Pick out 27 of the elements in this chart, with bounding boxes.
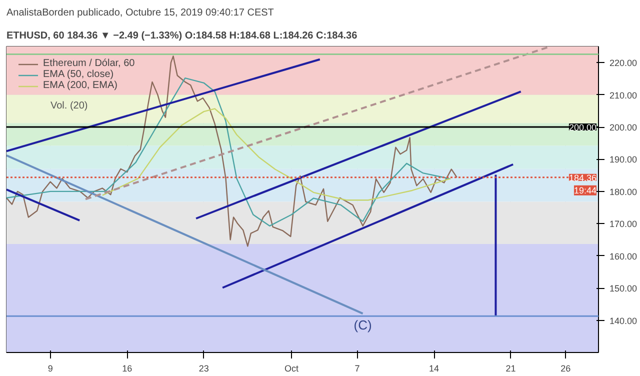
y-tick-label: 150.00: [610, 284, 638, 294]
y-tick-label: 180.00: [610, 186, 638, 197]
ref-line-label: 200.00: [568, 122, 597, 133]
annotation: (C): [354, 318, 372, 333]
annotation: 19:44: [574, 185, 597, 196]
x-tick-label: 21: [506, 364, 516, 374]
x-tick-label: 23: [198, 364, 209, 374]
y-tick-label: 190.00: [610, 154, 638, 165]
x-tick-label: 7: [354, 364, 360, 374]
legend-label: EMA (50, close): [43, 69, 114, 80]
annotation: Vol. (20): [50, 100, 88, 112]
x-tick-label: 26: [560, 364, 571, 374]
x-tick-label: 9: [48, 364, 53, 374]
ref-line-label: 184.36: [568, 172, 597, 183]
y-tick-label: 170.00: [610, 219, 638, 230]
x-tick-label: 16: [122, 364, 132, 374]
chart-title: AnalistaBorden publicado, Octubre 15, 2019 09:40:17 CEST: [6, 8, 274, 18]
y-tick-label: 200.00: [610, 122, 638, 133]
y-tick-label: 220.00: [610, 58, 638, 68]
chart-subtitle: ETHUSD, 60 184.36 ▼ −2.49 (−1.33%) O:184.58 H:184.68 L:184.26 C:184.36: [6, 30, 358, 42]
legend-label: Ethereum / Dólar, 60: [43, 58, 135, 69]
y-tick-label: 160.00: [610, 251, 638, 262]
x-tick-label: 14: [429, 364, 440, 374]
legend-label: EMA (200, EMA): [43, 80, 118, 91]
y-tick-label: 210.00: [610, 90, 638, 100]
x-tick-label: Oct: [284, 364, 300, 374]
y-tick-label: 140.00: [610, 316, 638, 326]
